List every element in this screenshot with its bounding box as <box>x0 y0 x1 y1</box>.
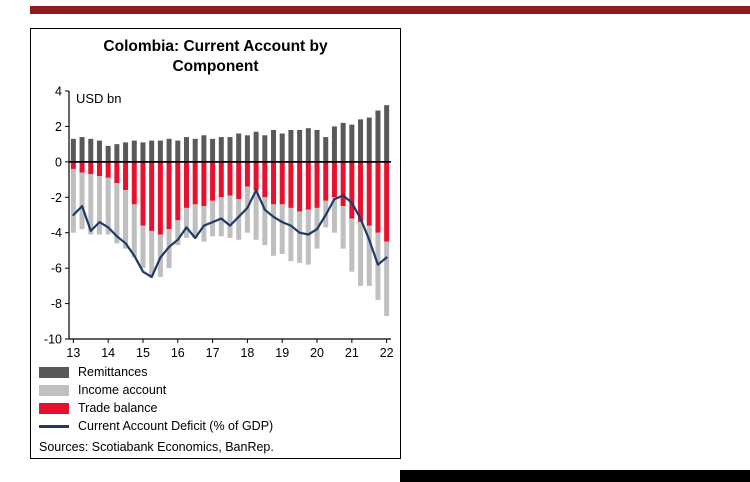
svg-text:USD bn: USD bn <box>76 91 122 106</box>
legend-item-remittances: Remittances <box>39 365 398 379</box>
svg-text:0: 0 <box>55 156 62 170</box>
legend-label-trade-balance: Trade balance <box>78 401 158 416</box>
svg-text:4: 4 <box>55 85 62 99</box>
svg-text:19: 19 <box>275 346 289 360</box>
svg-text:17: 17 <box>206 346 220 360</box>
trade-balance-swatch-icon <box>39 402 69 414</box>
svg-text:14: 14 <box>101 346 115 360</box>
income-account-swatch-icon <box>39 384 69 396</box>
legend-label-remittances: Remittances <box>78 365 148 380</box>
legend-label-deficit-line: Current Account Deficit (% of GDP) <box>78 419 274 434</box>
chart-panel: Colombia: Current Account by Component 4… <box>30 28 401 459</box>
svg-text:21: 21 <box>345 346 359 360</box>
legend: Remittances Income account Trade balance… <box>33 363 398 433</box>
sources-note: Sources: Scotiabank Economics, BanRep. <box>39 440 274 455</box>
svg-text:-6: -6 <box>51 262 62 276</box>
svg-text:20: 20 <box>310 346 324 360</box>
bottom-black-bar <box>400 470 750 482</box>
legend-item-deficit-line: Current Account Deficit (% of GDP) <box>39 419 398 433</box>
chart-title: Colombia: Current Account by Component <box>103 38 328 76</box>
svg-text:-10: -10 <box>44 333 62 347</box>
svg-text:15: 15 <box>136 346 150 360</box>
svg-text:-4: -4 <box>51 226 62 240</box>
svg-text:22: 22 <box>380 346 394 360</box>
svg-text:-8: -8 <box>51 297 62 311</box>
legend-item-trade-balance: Trade balance <box>39 401 398 415</box>
legend-item-income-account: Income account <box>39 383 398 397</box>
svg-text:16: 16 <box>171 346 185 360</box>
deficit-line-swatch-icon <box>39 424 69 428</box>
svg-text:13: 13 <box>66 346 80 360</box>
legend-label-income-account: Income account <box>78 383 167 398</box>
svg-text:2: 2 <box>55 120 62 134</box>
svg-text:18: 18 <box>240 346 254 360</box>
remittances-swatch-icon <box>39 366 69 378</box>
top-red-rule <box>30 6 750 14</box>
svg-text:-2: -2 <box>51 191 62 205</box>
